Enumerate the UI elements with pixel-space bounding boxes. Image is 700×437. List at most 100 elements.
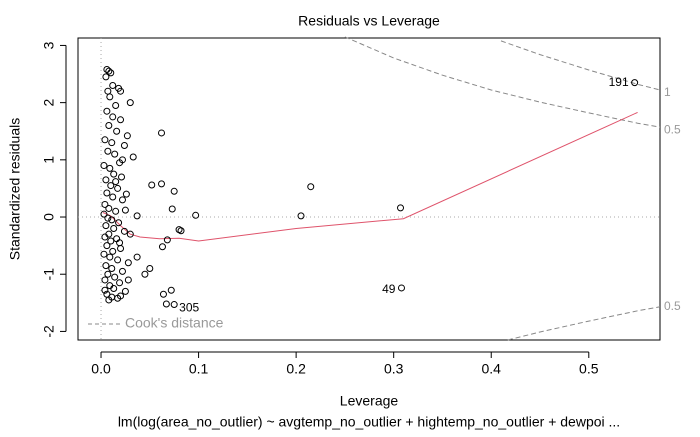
y-tick-label: 0 <box>41 213 57 221</box>
point <box>123 132 131 140</box>
point <box>106 164 114 172</box>
point <box>109 193 117 201</box>
point <box>108 216 116 224</box>
y-tick-label: 2 <box>41 99 57 107</box>
point <box>177 227 185 235</box>
point <box>117 292 125 300</box>
plot-frame <box>77 37 661 341</box>
cook-label: 0.5 <box>664 299 681 313</box>
point <box>104 214 112 222</box>
point <box>115 219 123 227</box>
point <box>133 212 141 220</box>
point <box>133 253 141 261</box>
point <box>103 65 111 73</box>
point <box>126 99 134 107</box>
point <box>146 265 154 273</box>
point <box>112 101 120 109</box>
y-tick-label: -2 <box>41 325 57 338</box>
point <box>117 116 125 124</box>
point <box>124 259 132 267</box>
point <box>107 237 115 245</box>
point <box>102 73 110 81</box>
point <box>117 87 125 95</box>
x-tick-label: 0.0 <box>91 361 111 377</box>
point <box>114 184 122 192</box>
point <box>120 227 128 235</box>
point <box>107 69 115 77</box>
point <box>297 212 305 220</box>
point <box>101 200 109 208</box>
point <box>104 270 112 278</box>
point <box>104 87 112 95</box>
point <box>167 286 175 294</box>
x-tick-label: 0.3 <box>384 361 404 377</box>
point <box>100 162 108 170</box>
point <box>105 67 113 75</box>
point <box>118 156 126 164</box>
point <box>109 81 117 89</box>
point <box>124 276 132 284</box>
point <box>112 207 120 215</box>
point <box>103 189 111 197</box>
y-tick-label: 3 <box>41 41 57 49</box>
cook-contour <box>500 40 661 91</box>
point <box>110 170 118 178</box>
point <box>170 187 178 195</box>
y-tick-label: -1 <box>41 268 57 281</box>
point <box>158 180 166 188</box>
point <box>168 205 176 213</box>
point <box>102 176 110 184</box>
point <box>101 286 109 294</box>
point <box>101 276 109 284</box>
point <box>105 204 113 212</box>
point <box>100 250 108 258</box>
point <box>112 178 120 186</box>
point <box>111 273 119 281</box>
subtitle: lm(log(area_no_outlier) ~ avgtemp_no_out… <box>118 414 620 430</box>
point <box>141 270 149 278</box>
legend-text: Cook's distance <box>125 315 224 331</box>
point-label: 305 <box>179 301 199 315</box>
x-tick-label: 0.1 <box>189 361 209 377</box>
point <box>158 129 166 137</box>
point <box>109 113 117 121</box>
point <box>107 182 115 190</box>
point <box>103 107 111 115</box>
x-tick-label: 0.2 <box>286 361 306 377</box>
point <box>117 244 125 252</box>
point <box>307 183 315 191</box>
point <box>104 147 112 155</box>
point <box>122 190 130 198</box>
point <box>102 262 110 270</box>
point <box>148 181 156 189</box>
point <box>163 236 171 244</box>
point <box>116 279 124 287</box>
point <box>192 211 200 219</box>
point <box>101 136 109 144</box>
point <box>105 122 113 130</box>
point <box>118 196 126 204</box>
cook-label: 1 <box>664 85 671 99</box>
x-tick-label: 0.5 <box>579 361 599 377</box>
point <box>113 127 121 135</box>
point <box>170 301 178 309</box>
x-axis-label: Leverage <box>340 393 399 409</box>
point <box>129 153 137 161</box>
smoother-line <box>102 111 638 242</box>
point <box>158 243 166 251</box>
point-label: 191 <box>609 75 629 89</box>
point <box>121 206 129 214</box>
point <box>116 239 124 247</box>
point <box>118 173 126 181</box>
point <box>106 253 114 261</box>
point <box>109 247 117 255</box>
cook-contour <box>507 306 661 341</box>
point <box>100 210 108 218</box>
y-tick-label: 1 <box>41 156 57 164</box>
point-label: 49 <box>382 282 396 296</box>
point <box>110 285 118 293</box>
point <box>121 287 129 295</box>
point <box>162 300 170 308</box>
point <box>631 79 639 87</box>
